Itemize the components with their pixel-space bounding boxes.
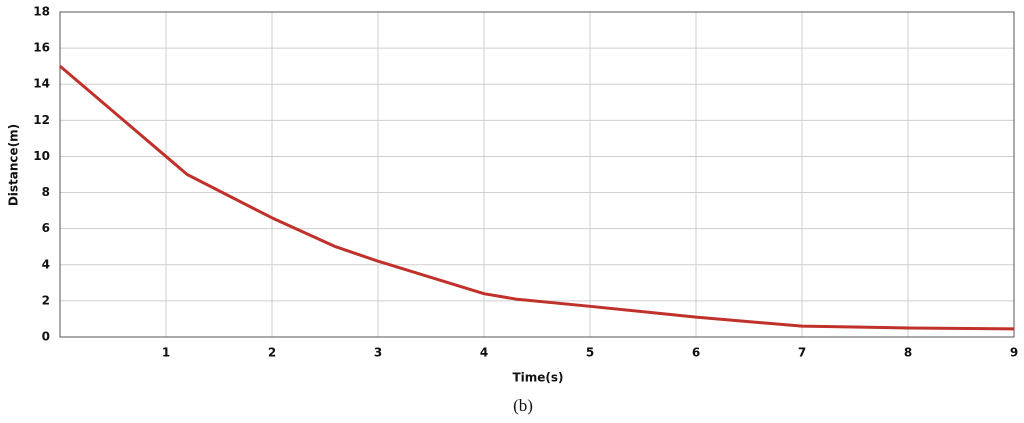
axes-frame (59, 11, 1015, 338)
x-tick-label: 2 (268, 346, 276, 360)
x-tick-label: 8 (904, 346, 912, 360)
x-tick-label: 5 (586, 346, 594, 360)
y-tick-label: 6 (42, 221, 50, 235)
y-tick-label: 10 (33, 149, 50, 163)
x-tick-label: 7 (798, 346, 806, 360)
y-tick-label: 2 (42, 293, 50, 307)
x-tick-label: 3 (374, 346, 382, 360)
plot-area (60, 12, 1014, 337)
y-tick-label: 0 (42, 330, 50, 344)
x-tick-label: 9 (1010, 346, 1018, 360)
data-line (59, 65, 1015, 331)
x-tick-label: 4 (480, 346, 488, 360)
y-tick-label: 14 (33, 77, 50, 91)
y-tick-label: 8 (42, 185, 50, 199)
y-tick-label: 4 (42, 257, 50, 271)
y-tick-label: 12 (33, 113, 50, 127)
x-axis-label: Time(s) (512, 371, 563, 385)
x-tick-label: 6 (692, 346, 700, 360)
y-axis-label: Distance(m) (7, 124, 21, 206)
y-tick-label: 16 (33, 41, 50, 55)
caption: (b) (513, 396, 533, 415)
x-tick-label: 1 (162, 346, 170, 360)
y-tick-label: 18 (33, 5, 50, 19)
